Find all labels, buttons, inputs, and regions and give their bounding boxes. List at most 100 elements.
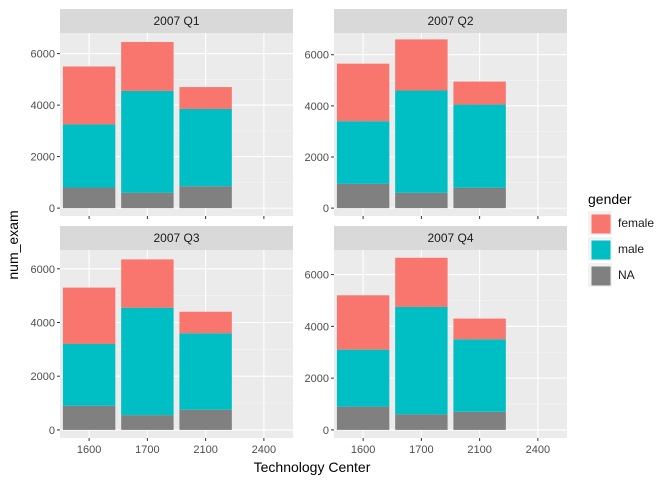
y-tick-label: 4000 [31, 100, 55, 112]
x-tick-label: 1700 [409, 444, 433, 456]
y-tick-label: 6000 [31, 264, 55, 276]
bar-male-1600 [336, 349, 390, 407]
legend-label: male [618, 242, 644, 256]
bar-male-1700 [395, 306, 448, 415]
bar-female-1700 [121, 259, 174, 308]
bar-female-1600 [62, 287, 116, 344]
panel-2007-q2: 2007 Q2 0 2000 4000 6000 [305, 9, 567, 219]
y-tick-label: 4000 [305, 101, 329, 113]
y-axis-title: num_exam [5, 210, 21, 279]
x-axis-title: Technology Center [254, 459, 371, 475]
y-axis: 0 2000 4000 6000 [31, 49, 60, 215]
bars [336, 39, 506, 209]
bar-female-1700 [121, 42, 174, 91]
bar-female-1600 [336, 295, 390, 350]
panel-strip [60, 9, 293, 33]
legend-label: female [618, 216, 654, 230]
legend-item-na: NA [588, 263, 635, 287]
x-axis: 1600 1700 2100 2400 [351, 438, 550, 456]
bars [62, 42, 232, 209]
x-tick-label: 2100 [467, 444, 491, 456]
bar-na-1600 [336, 183, 390, 209]
bar-na-1600 [336, 406, 390, 430]
y-axis: 0 2000 4000 6000 [31, 264, 60, 437]
panel-2007-q1: 2007 Q1 0 2000 4000 6000 [31, 9, 293, 219]
y-tick-label: 2000 [31, 152, 55, 164]
bar-male-1700 [121, 307, 174, 416]
y-tick-label: 2000 [305, 373, 329, 385]
y-tick-label: 6000 [305, 270, 329, 282]
panel-strip [334, 226, 567, 250]
legend-item-female: female [588, 211, 654, 235]
bar-male-1700 [121, 90, 174, 193]
x-tick-label: 2400 [526, 444, 550, 456]
bar-male-1600 [336, 121, 390, 184]
legend-label: NA [618, 268, 635, 282]
bar-na-1700 [121, 415, 174, 430]
bar-male-2100 [453, 104, 506, 188]
panel-2007-q3: 2007 Q3 0 2000 4000 6000 1600 1700 2100 2400 [31, 226, 293, 456]
bar-male-2100 [453, 339, 506, 412]
bar-na-2100 [179, 409, 232, 430]
x-tick-label: 1600 [351, 444, 375, 456]
bar-na-1700 [395, 414, 448, 430]
axis-titles: Technology Center num_exam [5, 210, 371, 475]
bar-female-1700 [395, 257, 448, 307]
legend-swatch [591, 266, 611, 286]
bar-na-1700 [121, 192, 174, 209]
bar-female-1600 [62, 66, 116, 125]
bar-female-1600 [336, 63, 390, 122]
bar-na-1700 [395, 192, 448, 209]
panel-2007-q4: 2007 Q4 0 2000 4000 6000 1600 1700 2100 2400 [305, 226, 567, 456]
y-axis: 0 2000 4000 6000 [305, 50, 334, 215]
y-tick-label: 0 [49, 203, 55, 215]
y-axis: 0 2000 4000 6000 [305, 270, 334, 437]
legend-swatch [591, 214, 611, 234]
bar-male-2100 [179, 333, 232, 410]
legend-swatch [591, 240, 611, 260]
bar-male-1600 [62, 124, 116, 188]
panel-strip [60, 226, 293, 250]
x-axis [88, 216, 265, 219]
panel-strip [334, 9, 567, 33]
bar-female-2100 [453, 318, 506, 340]
bar-na-2100 [179, 186, 232, 209]
y-tick-label: 0 [49, 425, 55, 437]
panel-title: 2007 Q1 [153, 14, 199, 28]
x-tick-label: 1700 [135, 444, 159, 456]
y-tick-label: 0 [323, 425, 329, 437]
bar-female-2100 [453, 81, 506, 105]
y-tick-label: 0 [323, 203, 329, 215]
y-tick-label: 2000 [31, 371, 55, 383]
bar-female-2100 [179, 87, 232, 109]
bars [62, 259, 232, 430]
x-axis: 1600 1700 2100 2400 [77, 438, 276, 456]
bar-female-2100 [179, 311, 232, 334]
bar-female-1700 [395, 39, 448, 91]
x-tick-label: 2100 [193, 444, 217, 456]
bar-na-1600 [62, 187, 116, 209]
y-tick-label: 6000 [305, 50, 329, 62]
x-tick-label: 1600 [77, 444, 101, 456]
bars [336, 257, 506, 430]
x-axis [362, 216, 539, 219]
y-tick-label: 4000 [31, 317, 55, 329]
panel-title: 2007 Q4 [427, 231, 473, 245]
panel-title: 2007 Q3 [153, 231, 199, 245]
bar-na-1600 [62, 405, 116, 430]
panels-layer: 2007 Q1 0 2000 4000 6000 2007 Q2 0 2000 4000 6000… [31, 9, 567, 456]
y-tick-label: 6000 [31, 49, 55, 61]
bar-male-1600 [62, 343, 116, 406]
legend: gender female male NA [588, 191, 654, 287]
legend-entries: female male NA [588, 211, 654, 287]
y-tick-label: 2000 [305, 152, 329, 164]
bar-na-2100 [453, 187, 506, 209]
bar-na-2100 [453, 411, 506, 430]
x-tick-label: 2400 [252, 444, 276, 456]
bar-male-2100 [179, 108, 232, 187]
legend-item-male: male [588, 237, 644, 261]
legend-title: gender [588, 191, 632, 207]
y-tick-label: 4000 [305, 321, 329, 333]
panel-title: 2007 Q2 [427, 14, 473, 28]
